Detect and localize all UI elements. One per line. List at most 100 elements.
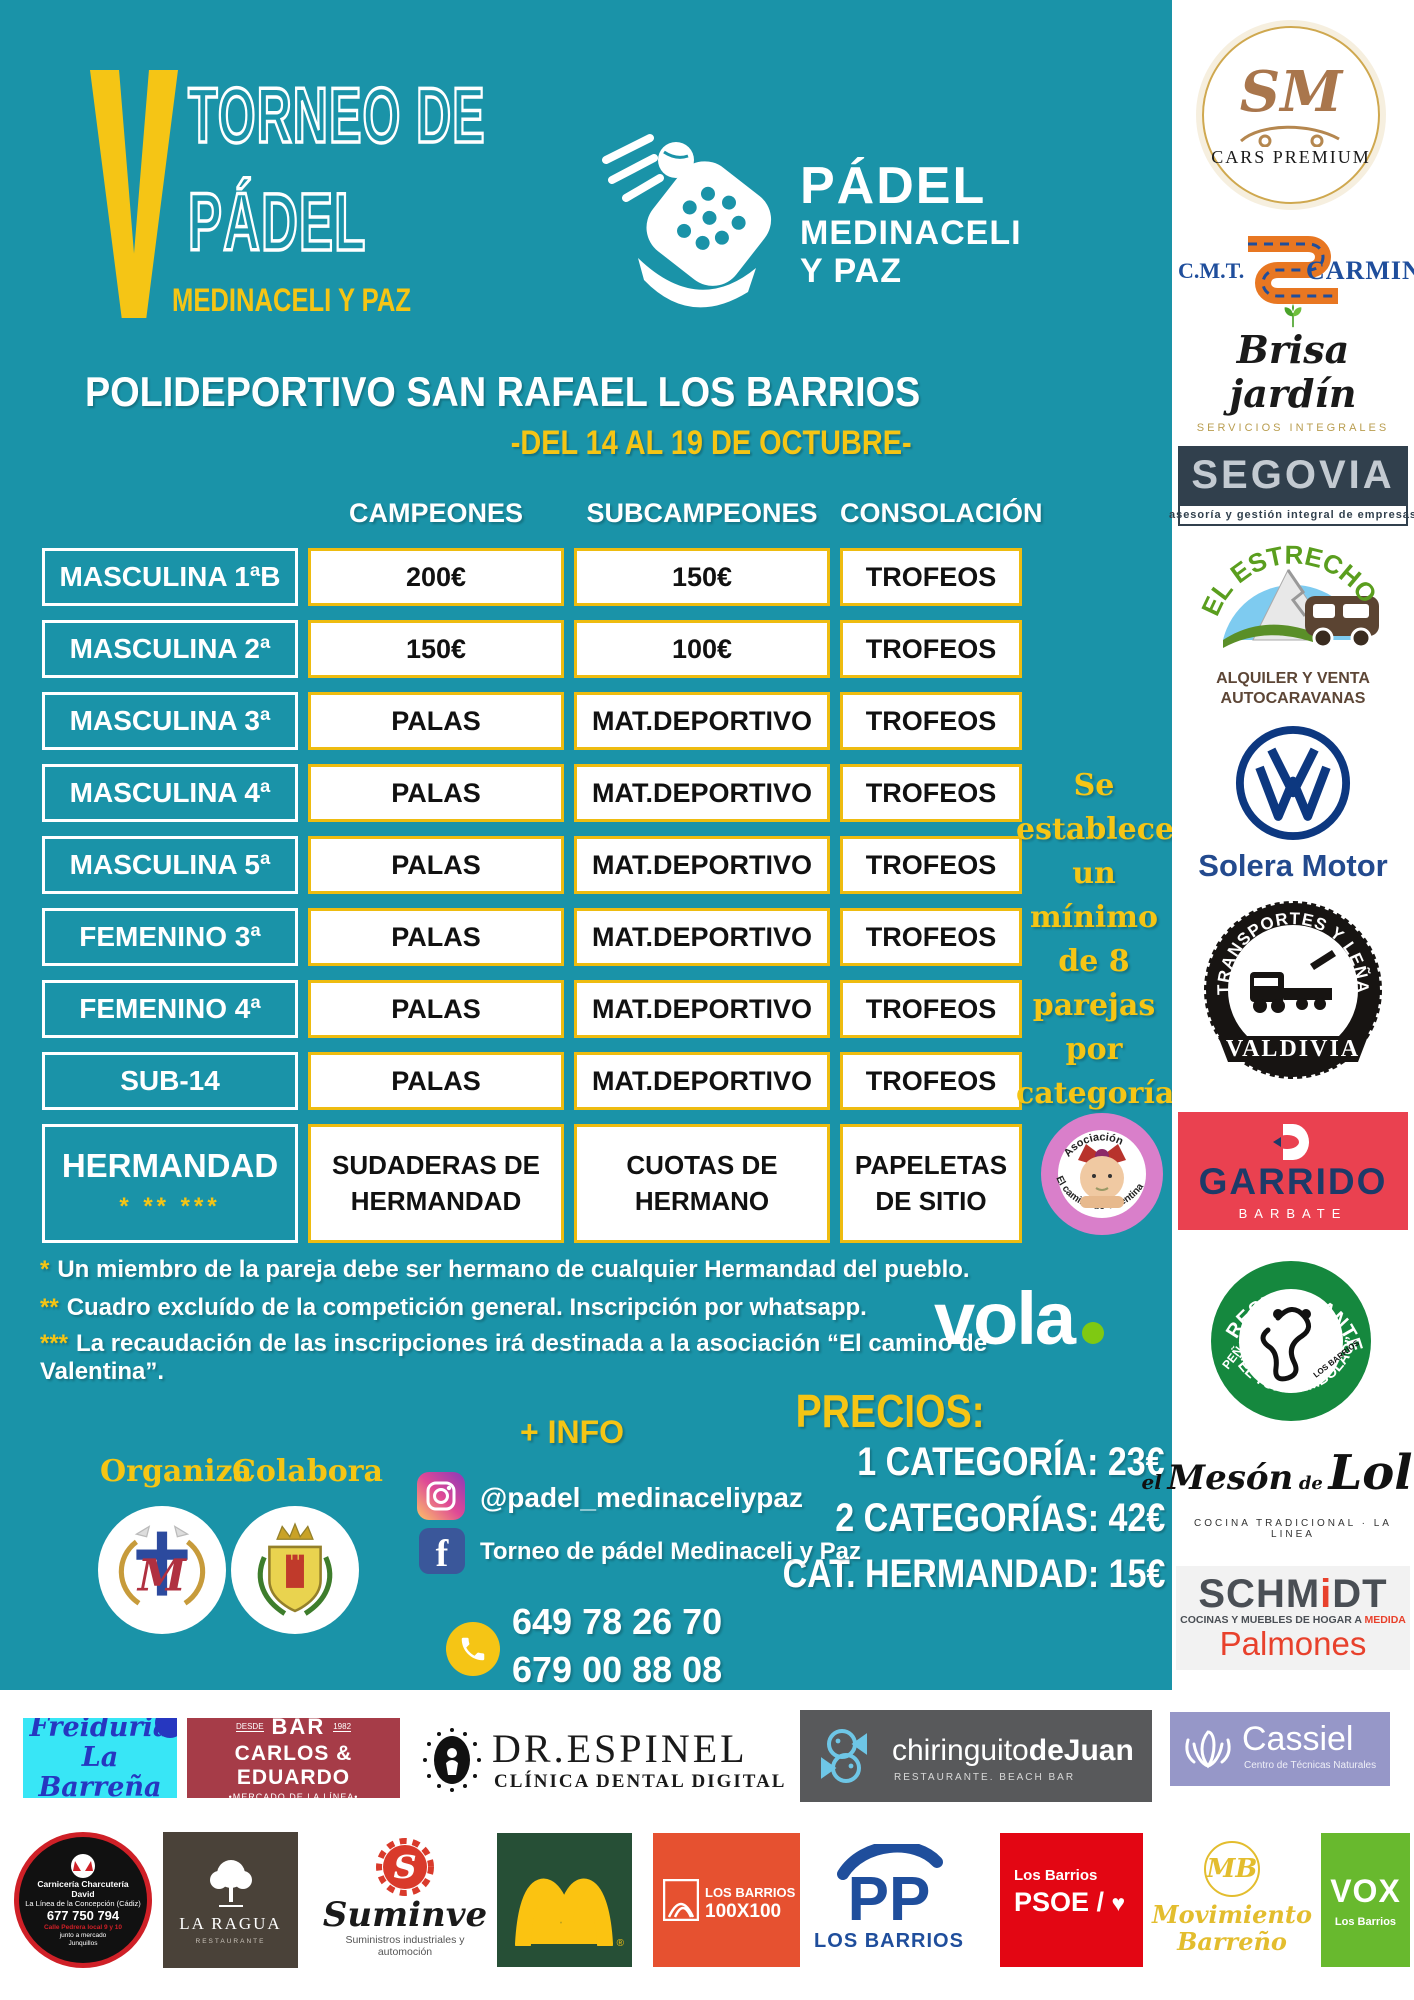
minimum-pairs-note: Se establece un mínimo de 8 parejas por … [1016,768,1185,1111]
padel-racket-icon [602,134,772,308]
butcher-animals-icon [71,1853,95,1878]
psoe-line2: PSOE / [1014,1887,1105,1917]
bar-desde: DESDE [235,1722,264,1732]
pp-logo-icon: PP [837,1843,943,1930]
sponsor-los-barrios-100x100: LOS BARRIOS 100X100 [653,1833,800,1967]
pp-name: LOS BARRIOS [814,1929,964,1952]
garrido-name: GARRIDO [1198,1160,1388,1202]
sponsor-mcdonalds: ® [497,1833,632,1967]
category-label: MASCULINA 3ª [42,692,298,750]
prize-subcampeones: MAT.DEPORTIVO [574,836,830,894]
sponsor-segovia: SEGOVIA asesoría y gestión integral de e… [1169,446,1414,526]
column-header-consolacion: CONSOLACIÓN [840,498,1043,528]
golden-arches-icon [514,1878,613,1946]
bar-year: 1982 [333,1722,352,1732]
espinel-name: DR.ESPINEL [492,1726,748,1771]
vox-name: VOX [1330,1872,1401,1909]
sponsor-freiduria-barrena: Freiduria La Barreña [23,1718,177,1798]
david-phone: 677 750 794 [46,1907,120,1923]
prize-consolacion: TROFEOS [840,908,1022,966]
prize-campeones: PALAS [308,692,564,750]
table-row: SUB-14 PALAS MAT.DEPORTIVO TROFEOS [42,1052,1042,1110]
category-label: MASCULINA 1ªB [42,548,298,606]
table-row: FEMENINO 3ª PALAS MAT.DEPORTIVO TROFEOS [42,908,1042,966]
sponsor-schmidt: SCHMiDT COCINAS Y MUEBLES DE HOGAR A MED… [1176,1566,1410,1670]
car-outline-icon [1239,125,1340,147]
sponsor-garrido: GARRIDO BARBATE [1178,1112,1408,1230]
suminve-s: S [393,1848,416,1886]
vola-dot-icon [1082,1322,1105,1344]
fish-icon [821,1729,867,1783]
david-line3: Calle Pedrera local 9 y 10 [43,1923,123,1931]
prize-subcampeones: CUOTAS DE HERMANO [574,1124,830,1243]
schmidt-n1: SCHM [1198,1572,1321,1616]
sponsor-carniceria-david: Carnicería Charcutería David La Línea de… [14,1832,152,1968]
sponsor-dr-espinel: DR.ESPINEL CLÍNICA DENTAL DIGITAL [420,1725,790,1797]
hermandad-crest-icon: M [98,1506,226,1634]
sponsor-cmt-carmin: C.M.T. CARMIN® [1178,230,1414,310]
sponsor-brisa-jardin: Brisa jardín SERVICIOS INTEGRALES [1172,304,1414,434]
gear-s-icon: S [376,1838,434,1896]
table-row: MASCULINA 5ª PALAS MAT.DEPORTIVO TROFEOS [42,836,1042,894]
solera-motor-name: Solera Motor [1198,848,1388,883]
cassiel-sub: Centro de Técnicas Naturales [1244,1760,1377,1771]
footnote-text: La recaudación de las inscripciones irá … [40,1330,988,1385]
david-line2: La Línea de la Concepción (Cádiz) [25,1898,141,1908]
meson-mid: de [1298,1472,1323,1494]
sponsor-chiringuito-juan: chiringuitodeJuan RESTAURANTE. BEACH BAR [800,1710,1152,1802]
pp-letters: PP [848,1865,931,1930]
prize-campeones: PALAS [308,980,564,1038]
david-line4: junto a mercado [59,1931,107,1939]
prize-consolacion: TROFEOS [840,692,1022,750]
category-label: FEMENINO 3ª [42,908,298,966]
vola-logo: vola [934,1276,1105,1361]
espinel-emblem-icon [423,1728,481,1792]
facebook-page-name: Torneo de pádel Medinaceli y Paz [480,1538,861,1565]
arc-bridge-icon [663,1879,699,1921]
instagram-icon [417,1472,465,1520]
sponsor-suminve: S Suminve Suministros industriales y aut… [320,1830,490,1966]
espinel-sub: CLÍNICA DENTAL DIGITAL [494,1771,787,1792]
category-label: MASCULINA 5ª [42,836,298,894]
tree-icon [209,1859,252,1907]
hermandad-footnote-marks: * ** *** [119,1192,221,1220]
prize-campeones: SUDADERAS DE HERMANDAD [308,1124,564,1243]
bar-sub: •MERCADO DE LA LÍNEA• [228,1792,359,1802]
autocaravan-logo-icon: EL ESTRECHO [1195,540,1383,649]
prize-consolacion: TROFEOS [840,1052,1022,1110]
sponsor-psoe: Los Barrios PSOE / ♥ [1000,1833,1143,1967]
price-item-2: 2 CATEGORÍAS: 42€ [834,1496,1165,1540]
prize-consolacion: TROFEOS [840,836,1022,894]
prize-campeones: 200€ [308,548,564,606]
suminve-sub: Suministros industriales y automoción [345,1934,465,1958]
prize-subcampeones: MAT.DEPORTIVO [574,764,830,822]
garrido-d-fish-icon [1273,1123,1309,1160]
sponsor-el-estrecho: EL ESTRECHO ALQUILER Y VENTA AUTOCARAVAN… [1172,530,1414,710]
footnote-mark: * [40,1256,50,1283]
freiduria-dot-icon [155,1718,177,1738]
instagram-handle: @padel_medinaceliypaz [480,1482,803,1513]
brisa-name: Brisa jardín [1229,327,1357,416]
phone-number-1: 649 78 26 70 [512,1601,723,1642]
mcdonalds-reg: ® [616,1938,624,1949]
prize-subcampeones: MAT.DEPORTIVO [574,1052,830,1110]
bottom-sponsor-strip: Freiduria La Barreña DESDE BAR 1982 CARL… [0,1690,1414,2000]
prize-subcampeones: 100€ [574,620,830,678]
footnote-text: Cuadro excluído de la competición genera… [66,1294,867,1321]
club-name-line1: PÁDEL [800,157,987,215]
prize-campeones: PALAS [308,1052,564,1110]
freiduria-line2: La Barreña [38,1742,162,1799]
table-row: MASCULINA 1ªB 200€ 150€ TROFEOS [42,548,1042,606]
prize-subcampeones: MAT.DEPORTIVO [574,980,830,1038]
schmidt-n3: DT [1332,1572,1388,1616]
prize-consolacion: TROFEOS [840,764,1022,822]
valdivia-banner: VALDIVIA [1226,1036,1360,1062]
phone-icon [446,1622,500,1676]
prize-campeones: PALAS [308,908,564,966]
sponsor-la-ragua: LA RAGUA RESTAURANTE [163,1832,298,1968]
mb-monogram: MB [1204,1841,1260,1897]
category-label: FEMENINO 4ª [42,980,298,1038]
facebook-icon: f [419,1528,465,1574]
colabora-label: Colabora [232,1454,383,1489]
